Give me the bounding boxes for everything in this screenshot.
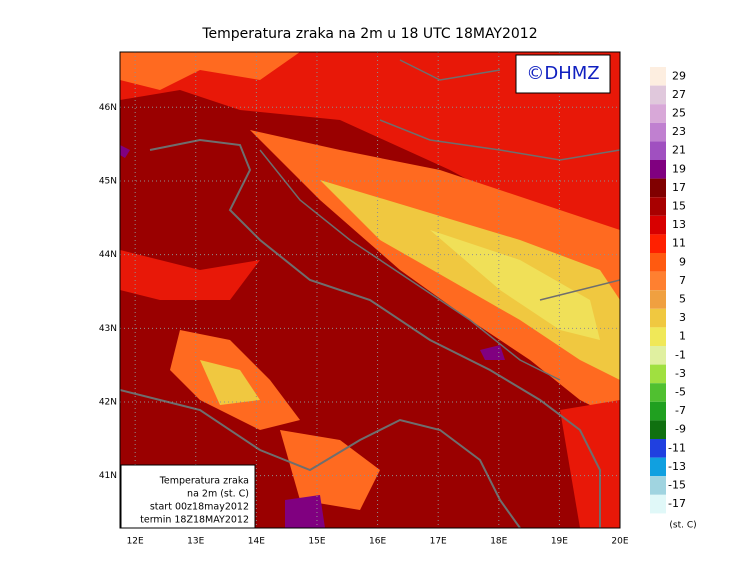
logo-box	[515, 54, 611, 94]
info-lines: Temperatura zraka na 2m (st. C) start 00z1…	[140, 476, 249, 526]
colorbar-label: -11	[668, 441, 686, 454]
lon-tick-label: 20E	[611, 537, 628, 547]
colorbar-swatch	[650, 234, 666, 253]
colorbar: 29 27 25 23 21 19 17 15 13 11 9 7 5 3 1 -1 -3 -5 -7 -9 -11 -1…	[650, 67, 697, 531]
colorbar-swatch	[650, 253, 666, 272]
logo: ©DHMZ	[526, 63, 599, 84]
lon-tick-label: 12E	[127, 537, 144, 547]
colorbar-label: 17	[672, 181, 686, 194]
lat-tick-label: 43N	[99, 324, 117, 334]
colorbar-label: 13	[672, 218, 686, 231]
lat-tick-label: 46N	[99, 103, 117, 113]
colorbar-swatch	[650, 420, 666, 439]
colorbar-swatch	[650, 457, 666, 477]
lon-tick-label: 19E	[551, 537, 568, 547]
lat-tick-label: 41N	[99, 471, 117, 481]
colorbar-label: -9	[675, 423, 686, 436]
colorbar-label: 19	[672, 162, 686, 175]
map-title: Temperatura zraka na 2m u 18 UTC 18MAY20…	[201, 26, 537, 42]
colorbar-swatch	[650, 476, 666, 495]
colorbar-swatch	[650, 327, 666, 346]
colorbar-label: -3	[675, 367, 686, 380]
colorbar-swatch	[650, 85, 666, 105]
colorbar-swatch	[650, 67, 666, 86]
colorbar-label: 1	[679, 330, 686, 343]
colorbar-swatch	[650, 160, 666, 179]
colorbar-swatch	[650, 346, 666, 365]
info-box	[120, 464, 256, 529]
colorbar-swatch	[650, 290, 666, 309]
colorbar-label: 9	[679, 255, 686, 268]
colorbar-label: 7	[679, 274, 686, 287]
colorbar-swatch	[650, 308, 666, 328]
lon-tick-label: 13E	[187, 537, 204, 547]
colorbar-swatch	[650, 383, 666, 402]
colorbar-label: -13	[668, 460, 686, 473]
colorbar-swatch	[650, 439, 666, 458]
lon-tick-label: 16E	[369, 537, 386, 547]
colorbar-label: 27	[672, 88, 686, 101]
colorbar-label: 25	[672, 107, 686, 120]
colorbar-swatch	[650, 104, 666, 123]
colorbar-swatch	[650, 364, 666, 384]
colorbar-unit: (st. C)	[669, 521, 696, 531]
info-line: start 00z18may2012	[150, 502, 249, 513]
lon-tick-label: 18E	[490, 537, 507, 547]
colorbar-label: 23	[672, 125, 686, 138]
colorbar-swatch	[650, 178, 666, 198]
colorbar-label: 11	[672, 237, 686, 250]
colorbar-label: -17	[668, 497, 686, 510]
colorbar-swatch	[650, 271, 666, 291]
colorbar-swatch	[650, 215, 666, 235]
lat-tick-label: 44N	[99, 250, 117, 260]
lat-tick-label: 42N	[99, 398, 117, 408]
lon-tick-label: 15E	[308, 537, 325, 547]
colorbar-swatch	[650, 197, 666, 216]
lat-tick-label: 45N	[99, 176, 117, 186]
info-line: termin 18Z18MAY2012	[140, 515, 249, 526]
map-frame	[119, 51, 621, 529]
colorbar-swatch	[650, 401, 666, 421]
colorbar-label: -5	[675, 386, 686, 399]
colorbar-swatch	[650, 122, 666, 142]
colorbar-label: -7	[675, 404, 686, 417]
colorbar-label: -15	[668, 479, 686, 492]
temperature-field	[120, 52, 620, 528]
info-line: na 2m (st. C)	[187, 489, 249, 500]
lon-tick-label: 14E	[248, 537, 265, 547]
colorbar-swatch	[650, 141, 666, 160]
info-line: Temperatura zraka	[159, 476, 249, 487]
colorbar-label: 5	[679, 293, 686, 306]
colorbar-swatch	[650, 494, 666, 514]
colorbar-label: 29	[672, 69, 686, 82]
colorbar-label: 3	[679, 311, 686, 324]
colorbar-label: 15	[672, 200, 686, 213]
lon-tick-label: 17E	[430, 537, 447, 547]
colorbar-label: -1	[675, 348, 686, 361]
colorbar-label: 21	[672, 144, 686, 157]
